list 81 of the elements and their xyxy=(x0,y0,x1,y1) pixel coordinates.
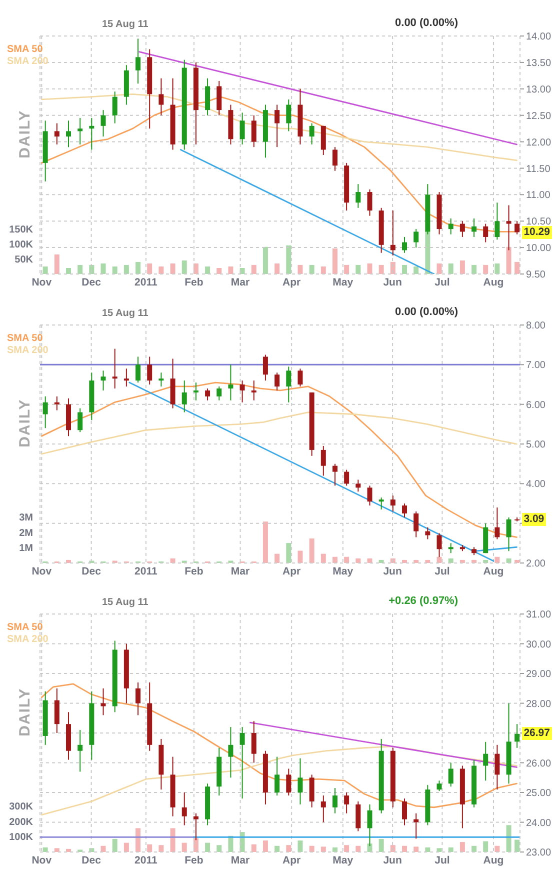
x-tick-label: Jul xyxy=(434,565,450,578)
y2-tick-label: 50K xyxy=(14,254,34,266)
y-tick-label: 8.00 xyxy=(526,320,546,332)
y-tick-label: 13.00 xyxy=(526,84,552,96)
x-tick-label: 2011 xyxy=(134,565,158,578)
x-tick-label: Dec xyxy=(82,565,102,578)
y-tick-label: 30.00 xyxy=(526,639,552,650)
y2-tick-label: 1M xyxy=(19,543,33,554)
y-tick-label: 5.00 xyxy=(526,440,546,451)
x-tick-label: Jun xyxy=(383,854,402,866)
y-tick-label: 6.00 xyxy=(526,400,546,411)
x-tick-label: Aug xyxy=(483,565,504,578)
text: DAILY xyxy=(16,398,34,448)
x-tick-label: Jul xyxy=(434,854,450,866)
x-tick-label: Mar xyxy=(230,276,250,288)
x-tick-label: May xyxy=(332,276,354,288)
y2-tick-label: 150K xyxy=(9,224,34,236)
y2-tick-label: 100K xyxy=(9,239,34,250)
x-tick-label: May xyxy=(332,854,354,866)
x-tick-label: Jun xyxy=(383,565,402,578)
y-tick-label: 12.50 xyxy=(526,110,552,122)
y-tick-label: 7.00 xyxy=(526,360,546,372)
y-tick-label: 24.00 xyxy=(526,818,552,829)
y-tick-label: 14.00 xyxy=(526,32,552,43)
text: 0.00 (0.00%) xyxy=(395,306,458,318)
y-tick-label: 11.50 xyxy=(526,164,551,175)
y-tick-label: 4.00 xyxy=(526,479,546,490)
y-tick-label: 29.00 xyxy=(526,669,552,680)
annotation: 3.09 xyxy=(524,513,544,526)
x-tick-label: Feb xyxy=(184,276,204,288)
text: DAILY xyxy=(16,688,34,736)
x-tick-label: Nov xyxy=(32,276,52,288)
y-tick-label: 9.50 xyxy=(526,270,546,281)
x-tick-label: Mar xyxy=(230,565,250,578)
y-tick-label: 12.00 xyxy=(526,137,552,148)
x-tick-label: Dec xyxy=(82,854,102,866)
y2-tick-label: 3M xyxy=(19,512,33,524)
y2-tick-label: 300K xyxy=(9,801,34,812)
chart-subtitle: 15 Aug 11 xyxy=(102,19,148,30)
x-tick-label: Jun xyxy=(383,276,402,288)
y-tick-label: 23.00 xyxy=(526,848,552,859)
x-tick-label: Feb xyxy=(184,565,204,578)
chart-subtitle: 15 Aug 11 xyxy=(102,597,148,608)
x-tick-label: 2011 xyxy=(134,276,158,288)
x-tick-label: Mar xyxy=(230,854,250,866)
x-tick-label: Nov xyxy=(32,854,52,866)
annotation: 10.29 xyxy=(524,226,550,238)
x-tick-label: Feb xyxy=(184,854,204,866)
y2-tick-label: 200K xyxy=(9,816,34,828)
y-tick-label: 25.00 xyxy=(526,788,552,800)
x-tick-label: Jul xyxy=(434,276,450,288)
y-tick-label: 10.00 xyxy=(526,243,552,254)
x-tick-label: Dec xyxy=(82,276,102,288)
text: +0.26 (0.97%) xyxy=(388,595,458,607)
text: SMA 50 xyxy=(7,44,43,55)
text: SMA 200 xyxy=(7,56,48,67)
text: SMA 200 xyxy=(7,345,48,356)
text: DAILY xyxy=(16,110,34,158)
x-tick-label: Aug xyxy=(483,276,504,288)
y-tick-label: 11.00 xyxy=(526,190,551,202)
annotation: 26.97 xyxy=(524,727,550,740)
y2-tick-label: 100K xyxy=(9,832,34,844)
x-tick-label: Nov xyxy=(32,565,52,578)
y2-tick-label: 2M xyxy=(19,528,33,539)
text: SMA 50 xyxy=(7,622,43,633)
x-tick-label: Apr xyxy=(282,276,301,288)
y-tick-label: 13.50 xyxy=(526,58,552,69)
x-tick-label: Apr xyxy=(282,854,301,866)
y-tick-label: 26.00 xyxy=(526,758,552,770)
y-tick-label: 2.00 xyxy=(526,558,546,570)
x-tick-label: 2011 xyxy=(134,854,158,866)
x-tick-label: Apr xyxy=(282,565,301,578)
text: SMA 50 xyxy=(7,333,43,344)
x-tick-label: Aug xyxy=(483,854,504,866)
text: SMA 200 xyxy=(7,634,48,645)
text: 0.00 (0.00%) xyxy=(395,17,458,29)
x-tick-label: May xyxy=(332,565,354,578)
y-tick-label: 31.00 xyxy=(526,610,552,621)
y-tick-label: 10.50 xyxy=(526,216,552,228)
y-tick-label: 28.00 xyxy=(526,698,552,710)
chart-subtitle: 15 Aug 11 xyxy=(102,308,148,319)
